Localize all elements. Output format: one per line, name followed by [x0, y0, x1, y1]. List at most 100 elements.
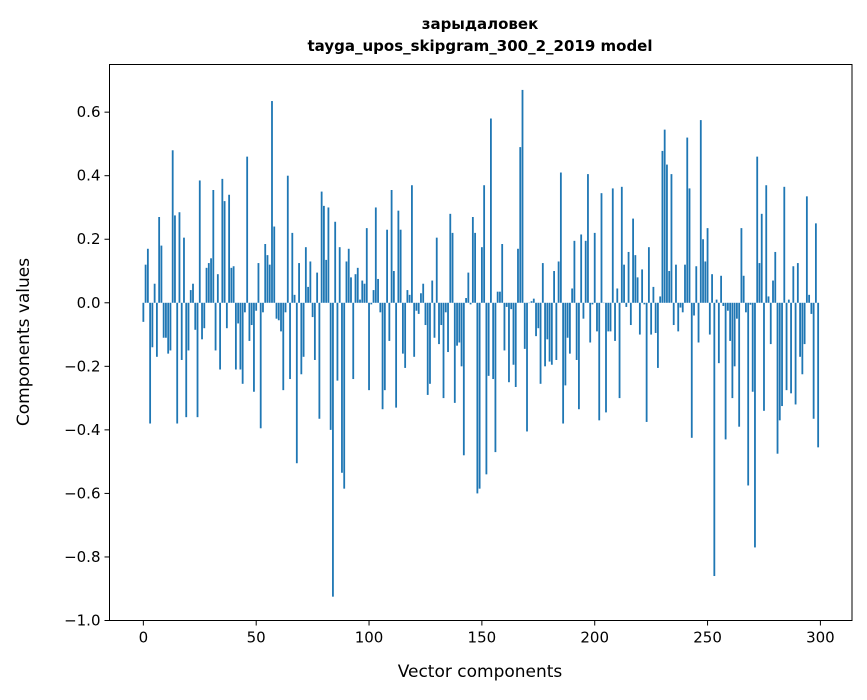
bar-component-107: [384, 303, 386, 390]
bar-component-17: [181, 303, 183, 360]
bar-component-143: [465, 298, 467, 303]
bar-component-139: [456, 303, 458, 346]
bar-component-6: [156, 303, 158, 357]
y-tick-label: −0.6: [64, 484, 100, 502]
bar-component-87: [339, 247, 341, 303]
bar-component-162: [508, 303, 510, 382]
bar-component-132: [440, 303, 442, 325]
bar-component-189: [569, 303, 571, 354]
bar-component-72: [305, 247, 307, 303]
bar-component-48: [251, 303, 253, 325]
bar-component-160: [504, 303, 506, 351]
y-axis-label: Components values: [14, 258, 34, 426]
bar-component-200: [594, 233, 596, 303]
bar-component-232: [666, 165, 668, 303]
bar-component-268: [747, 303, 749, 486]
bar-component-229: [659, 296, 661, 302]
bar-component-33: [217, 274, 219, 303]
bar-component-248: [702, 239, 704, 303]
bar-component-92: [350, 277, 352, 302]
bar-component-84: [332, 303, 334, 597]
bar-component-297: [813, 303, 815, 419]
bar-component-199: [592, 303, 594, 305]
bar-component-263: [736, 303, 738, 319]
bar-component-10: [165, 303, 167, 338]
y-tick-label: −0.2: [64, 357, 100, 375]
bar-component-169: [524, 303, 526, 349]
bar-component-53: [262, 303, 264, 313]
bar-component-220: [639, 303, 641, 335]
bar-component-111: [393, 271, 395, 303]
bar-component-223: [646, 303, 648, 422]
bar-component-52: [260, 303, 262, 428]
bar-component-26: [201, 303, 203, 340]
bar-component-166: [517, 249, 519, 303]
bar-component-93: [352, 303, 354, 379]
bar-component-134: [445, 303, 447, 313]
bar-component-125: [425, 303, 427, 325]
bar-component-205: [605, 303, 607, 413]
bar-component-172: [531, 301, 533, 303]
bar-component-5: [154, 284, 156, 303]
bar-component-262: [734, 303, 736, 367]
bar-component-126: [427, 303, 429, 395]
bar-component-94: [355, 274, 357, 303]
bar-component-292: [801, 303, 803, 374]
bar-component-90: [346, 261, 348, 302]
bar-component-98: [364, 284, 366, 303]
bar-component-198: [589, 303, 591, 343]
bar-component-24: [197, 303, 199, 417]
bar-component-231: [664, 130, 666, 303]
bar-component-108: [386, 230, 388, 303]
bar-component-227: [655, 303, 657, 333]
bar-component-201: [596, 303, 598, 332]
bar-component-103: [375, 207, 377, 302]
bar-component-96: [359, 300, 361, 303]
bar-component-99: [366, 228, 368, 303]
bar-component-42: [237, 303, 239, 324]
bar-component-271: [754, 303, 756, 548]
bar-component-128: [431, 281, 433, 303]
bar-component-30: [210, 258, 212, 302]
bar-component-282: [779, 303, 781, 421]
bar-component-170: [526, 303, 528, 432]
bar-component-68: [296, 303, 298, 463]
bar-component-295: [808, 295, 810, 303]
bar-component-195: [583, 303, 585, 319]
bar-component-70: [300, 303, 302, 374]
bar-component-64: [287, 176, 289, 303]
bar-component-176: [540, 303, 542, 384]
bar-component-192: [576, 303, 578, 360]
bar-component-91: [348, 249, 350, 303]
bar-component-151: [483, 185, 485, 303]
bar-component-270: [752, 303, 754, 392]
bar-component-55: [267, 255, 269, 303]
bar-component-224: [648, 247, 650, 303]
y-tick-label: −0.8: [64, 548, 100, 566]
bar-component-222: [643, 303, 645, 305]
bar-component-82: [328, 207, 330, 302]
bar-component-242: [689, 188, 691, 302]
bar-component-269: [750, 303, 752, 305]
bar-component-140: [458, 303, 460, 343]
bar-component-184: [558, 261, 560, 302]
bar-component-254: [716, 300, 718, 303]
bar-component-287: [790, 303, 792, 394]
bar-component-100: [368, 303, 370, 390]
bar-component-76: [314, 303, 316, 360]
bar-component-80: [323, 206, 325, 303]
bar-component-218: [634, 255, 636, 303]
bar-component-102: [373, 290, 375, 303]
x-tick-label: 200: [580, 629, 609, 647]
bar-component-249: [704, 261, 706, 302]
bar-component-121: [416, 303, 418, 311]
bar-component-149: [479, 303, 481, 489]
bar-component-144: [467, 273, 469, 303]
bar-component-97: [361, 281, 363, 303]
bar-component-197: [587, 174, 589, 303]
bar-component-153: [488, 303, 490, 376]
bar-component-31: [212, 190, 214, 303]
chart-title: зарыдаловек: [422, 15, 539, 33]
bar-component-293: [804, 303, 806, 344]
